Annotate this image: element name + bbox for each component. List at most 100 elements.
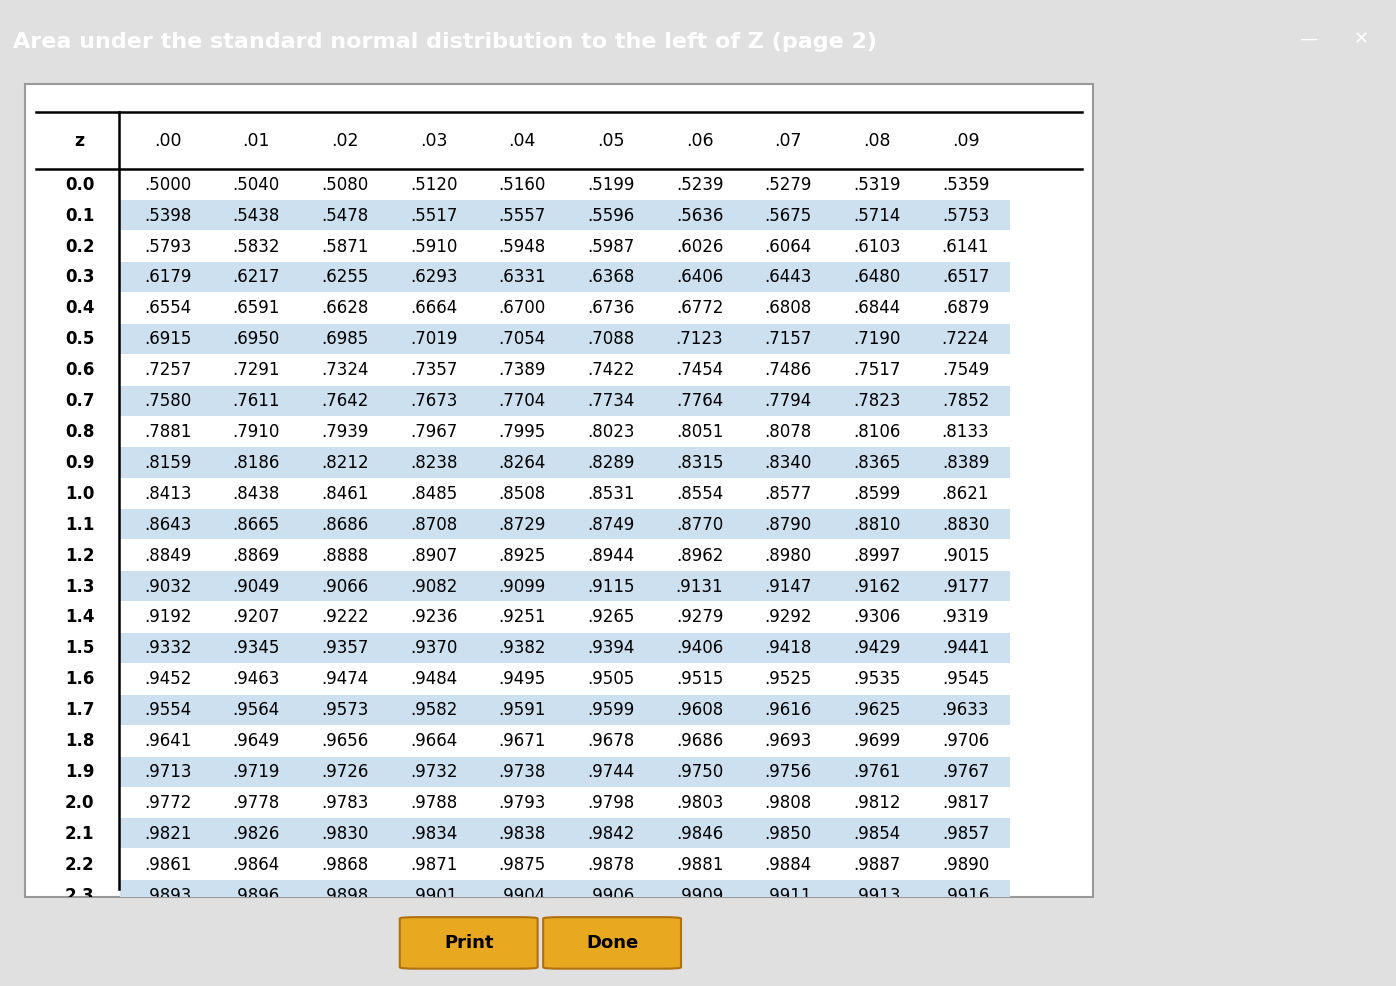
Text: .9826: .9826 xyxy=(233,825,281,843)
Text: .9719: .9719 xyxy=(233,763,281,781)
Text: .8665: .8665 xyxy=(233,516,281,533)
Text: .9808: .9808 xyxy=(765,794,812,811)
Text: .5438: .5438 xyxy=(233,207,281,225)
Text: .9909: .9909 xyxy=(676,886,723,904)
Text: .9713: .9713 xyxy=(144,763,191,781)
Text: .5832: .5832 xyxy=(233,238,281,255)
Text: .9817: .9817 xyxy=(942,794,990,811)
Text: 0.2: 0.2 xyxy=(64,238,95,255)
Text: .9474: .9474 xyxy=(321,670,369,688)
Text: 0.9: 0.9 xyxy=(64,454,95,472)
Text: .6026: .6026 xyxy=(676,238,723,255)
Text: .9441: .9441 xyxy=(942,639,990,658)
Text: .9649: .9649 xyxy=(233,732,281,750)
Text: .9878: .9878 xyxy=(588,856,635,874)
Text: .9616: .9616 xyxy=(765,701,812,719)
Text: .8849: .8849 xyxy=(144,546,191,565)
Text: .9726: .9726 xyxy=(321,763,369,781)
Text: .9857: .9857 xyxy=(942,825,990,843)
Bar xyxy=(120,880,1009,910)
Text: .7673: .7673 xyxy=(410,392,458,410)
Text: 1.1: 1.1 xyxy=(64,516,95,533)
Text: .6141: .6141 xyxy=(942,238,990,255)
Text: .6591: .6591 xyxy=(233,300,281,317)
Text: .6103: .6103 xyxy=(853,238,900,255)
Text: .9418: .9418 xyxy=(765,639,812,658)
Text: .5239: .5239 xyxy=(676,176,723,193)
Text: .6844: .6844 xyxy=(853,300,900,317)
Text: .9251: .9251 xyxy=(498,608,546,626)
Text: .05: .05 xyxy=(597,132,624,150)
Text: .9798: .9798 xyxy=(588,794,635,811)
Text: ✕: ✕ xyxy=(1353,30,1368,47)
Text: .6950: .6950 xyxy=(233,330,281,348)
Text: .6443: .6443 xyxy=(765,268,812,286)
Text: .7422: .7422 xyxy=(588,361,635,380)
Text: .9664: .9664 xyxy=(410,732,458,750)
Text: .8729: .8729 xyxy=(498,516,546,533)
Text: .6736: .6736 xyxy=(588,300,635,317)
Text: .7357: .7357 xyxy=(410,361,458,380)
Text: .9633: .9633 xyxy=(942,701,990,719)
Text: .9162: .9162 xyxy=(853,578,900,596)
Text: .9484: .9484 xyxy=(410,670,458,688)
Bar xyxy=(120,262,1009,292)
Text: .9332: .9332 xyxy=(144,639,191,658)
Text: .9222: .9222 xyxy=(321,608,369,626)
Text: .5000: .5000 xyxy=(144,176,191,193)
Bar xyxy=(120,695,1009,725)
Text: .7995: .7995 xyxy=(498,423,546,441)
Text: .9842: .9842 xyxy=(588,825,635,843)
Text: .9545: .9545 xyxy=(942,670,990,688)
Text: .02: .02 xyxy=(331,132,359,150)
Text: .9429: .9429 xyxy=(853,639,900,658)
Text: .5714: .5714 xyxy=(853,207,900,225)
Text: .8944: .8944 xyxy=(588,546,635,565)
Text: .7642: .7642 xyxy=(321,392,369,410)
Text: .9406: .9406 xyxy=(676,639,723,658)
Text: .9788: .9788 xyxy=(410,794,458,811)
Text: .5279: .5279 xyxy=(765,176,812,193)
Text: .7486: .7486 xyxy=(765,361,812,380)
Text: .9881: .9881 xyxy=(676,856,723,874)
Text: .8438: .8438 xyxy=(233,485,281,503)
Text: .9871: .9871 xyxy=(410,856,458,874)
Text: .9591: .9591 xyxy=(498,701,546,719)
Text: —: — xyxy=(1300,30,1316,47)
Text: .8810: .8810 xyxy=(853,516,900,533)
Text: .9564: .9564 xyxy=(233,701,281,719)
Text: .5398: .5398 xyxy=(144,207,191,225)
Text: .9515: .9515 xyxy=(676,670,723,688)
Bar xyxy=(120,633,1009,663)
Text: .9916: .9916 xyxy=(942,886,990,904)
Text: .9032: .9032 xyxy=(144,578,191,596)
Text: .7224: .7224 xyxy=(942,330,990,348)
Text: .9772: .9772 xyxy=(144,794,191,811)
Text: .7454: .7454 xyxy=(676,361,723,380)
Text: .9147: .9147 xyxy=(765,578,812,596)
Text: 2.0: 2.0 xyxy=(64,794,95,811)
Text: .9913: .9913 xyxy=(853,886,900,904)
Text: .8686: .8686 xyxy=(321,516,369,533)
Text: .8186: .8186 xyxy=(233,454,281,472)
Text: .8643: .8643 xyxy=(144,516,191,533)
FancyBboxPatch shape xyxy=(543,917,681,968)
Text: .9793: .9793 xyxy=(498,794,546,811)
Text: .7734: .7734 xyxy=(588,392,635,410)
Text: .8869: .8869 xyxy=(233,546,281,565)
Text: .6517: .6517 xyxy=(942,268,990,286)
Text: .7704: .7704 xyxy=(498,392,546,410)
Text: .9904: .9904 xyxy=(498,886,546,904)
Text: .7881: .7881 xyxy=(144,423,191,441)
Text: .9066: .9066 xyxy=(321,578,369,596)
Text: .8106: .8106 xyxy=(853,423,900,441)
FancyBboxPatch shape xyxy=(399,917,537,968)
Text: .9838: .9838 xyxy=(498,825,546,843)
Text: .5319: .5319 xyxy=(853,176,900,193)
Text: 1.5: 1.5 xyxy=(64,639,95,658)
Text: .9115: .9115 xyxy=(588,578,635,596)
Text: .8461: .8461 xyxy=(321,485,369,503)
Text: 0.1: 0.1 xyxy=(64,207,95,225)
Text: .5080: .5080 xyxy=(321,176,369,193)
Text: .5793: .5793 xyxy=(144,238,191,255)
